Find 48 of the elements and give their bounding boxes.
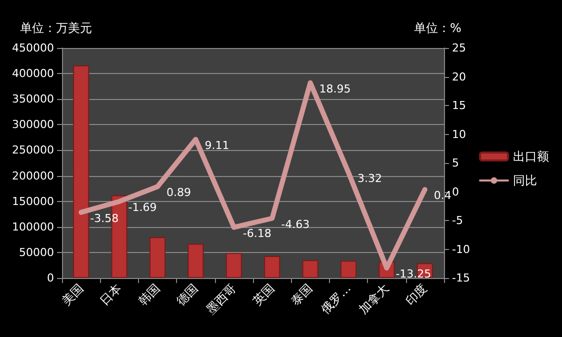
- y2-tick-label: 15: [452, 99, 466, 112]
- y2-axis-title: 单位：%: [414, 21, 462, 35]
- y-tick-label: 50000: [19, 246, 54, 259]
- y-tick-label: 250000: [12, 144, 54, 157]
- y-tick-label: 200000: [12, 169, 54, 182]
- x-tick-label: 韩国: [136, 281, 162, 308]
- bar: [226, 252, 242, 278]
- y2-tick-label: 10: [452, 128, 466, 141]
- data-label: 18.95: [319, 82, 351, 96]
- y-tick-label: 150000: [12, 194, 54, 208]
- y2-tick-label: -15: [452, 272, 470, 284]
- data-label: -1.69: [128, 200, 157, 214]
- bar: [264, 256, 280, 278]
- x-tick-label: 日本: [97, 281, 124, 308]
- y-tick-label: 100000: [12, 220, 54, 234]
- y-tick-label: 350000: [12, 92, 54, 106]
- data-label: 9.11: [204, 138, 230, 152]
- y2-tick-label: -5: [452, 214, 463, 227]
- x-tick-label: 英国: [250, 281, 278, 308]
- data-label: 0.4: [434, 188, 452, 202]
- data-label: 3.32: [358, 172, 382, 186]
- data-label: -6.18: [242, 226, 272, 240]
- x-tick-label: 印度: [402, 281, 430, 308]
- bar: [340, 260, 356, 278]
- legend-label: 同比: [513, 174, 537, 188]
- bar: [150, 237, 166, 278]
- bar: [188, 244, 204, 278]
- bar: [302, 260, 318, 278]
- x-tick-label: 墨西哥: [203, 281, 239, 316]
- y-axis-title: 单位：万美元: [20, 21, 92, 35]
- y-tick-label: 400000: [12, 67, 54, 80]
- x-tick-label: 美国: [59, 281, 86, 308]
- y-tick-label: 0: [47, 272, 54, 284]
- y2-tick-label: 5: [452, 156, 459, 170]
- y-tick-label: 450000: [12, 42, 54, 54]
- data-label: 0.89: [166, 186, 191, 200]
- y2-tick-label: -10: [452, 242, 470, 256]
- x-tick-label: 俄罗…: [318, 281, 354, 316]
- data-label: -4.63: [281, 218, 310, 231]
- y2-tick-label: 25: [452, 42, 466, 54]
- x-tick-label: 泰国: [288, 281, 316, 308]
- x-tick-label: 加拿大: [356, 281, 392, 316]
- y2-tick-label: 0: [452, 185, 459, 198]
- bar: [73, 65, 90, 278]
- y-tick-label: 300000: [12, 118, 54, 132]
- y2-tick-label: 20: [452, 70, 466, 84]
- x-tick-label: 德国: [174, 281, 201, 308]
- legend-label: 出口额: [513, 150, 549, 164]
